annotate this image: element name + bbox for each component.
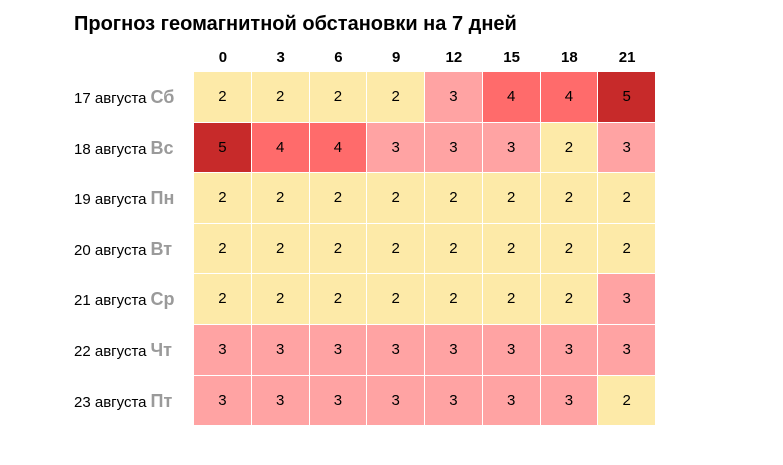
heatmap-cell: 2 [367, 72, 424, 122]
row-weekday: Сб [150, 87, 175, 107]
row-date: 17 августа [74, 90, 147, 107]
heatmap-cell: 4 [482, 72, 540, 122]
heatmap-cell: 2 [194, 223, 251, 274]
row-label: 22 августа Чт [74, 325, 172, 376]
row-weekday: Вс [150, 137, 174, 158]
row-date: 21 августа [74, 292, 147, 310]
heatmap-cell: 2 [251, 274, 309, 324]
row-date: 23 августа [74, 393, 147, 411]
row-label: 17 августа Сб [74, 72, 174, 123]
heatmap-cell: 2 [598, 375, 655, 426]
heatmap-cell: 2 [482, 223, 540, 274]
heatmap-cell: 3 [425, 72, 482, 122]
row-date: 22 августа [74, 343, 147, 360]
column-header: 15 [503, 49, 520, 66]
heatmap-cell: 3 [309, 325, 367, 375]
row-label: 23 августа Пт [74, 376, 172, 427]
heatmap-cell: 3 [540, 325, 598, 375]
row-weekday: Вт [150, 238, 173, 259]
heatmap-cell: 2 [309, 274, 367, 324]
heatmap-cell: 2 [598, 173, 655, 223]
heatmap-cell: 3 [598, 274, 655, 324]
column-header: 0 [218, 49, 228, 66]
heatmap-cell: 3 [309, 375, 367, 426]
row-label: 21 августа Ср [74, 274, 175, 325]
heatmap-cell: 2 [309, 223, 367, 274]
heatmap-cell: 2 [309, 173, 367, 223]
heatmap-cell: 2 [309, 72, 367, 122]
heatmap-cell: 3 [598, 325, 655, 375]
heatmap-cell: 3 [367, 122, 424, 173]
row-weekday: Чт [150, 340, 172, 360]
heatmap-cell: 5 [598, 72, 655, 122]
column-header: 3 [276, 49, 285, 66]
heatmap-cell: 4 [540, 72, 598, 122]
heatmap-cell: 2 [194, 274, 251, 324]
heatmap-cell: 2 [194, 173, 251, 223]
heatmap-cell: 2 [540, 223, 598, 274]
heatmap-cell: 2 [425, 173, 482, 223]
heatmap-cell: 3 [194, 375, 251, 426]
row-label: 19 августа Пн [74, 173, 174, 224]
heatmap-cell: 2 [367, 274, 424, 324]
column-header: 21 [618, 49, 636, 66]
heatmap-cell: 3 [194, 325, 251, 375]
column-header: 9 [391, 49, 401, 66]
heatmap-cell: 2 [598, 223, 655, 274]
heatmap-cell: 3 [482, 122, 540, 173]
heatmap-cell: 3 [425, 122, 482, 173]
heatmap-cell: 2 [251, 223, 309, 274]
heatmap-cell: 3 [540, 375, 598, 426]
heatmap-cell: 2 [482, 173, 540, 223]
heatmap-cell: 3 [367, 325, 424, 375]
heatmap-cell: 2 [367, 173, 424, 223]
row-date: 20 августа [74, 241, 147, 259]
heatmap-cell: 2 [540, 274, 598, 324]
heatmap-cell: 3 [482, 375, 540, 426]
heatmap-cell: 2 [251, 173, 309, 223]
heatmap-cell: 3 [367, 375, 424, 426]
chart-title: Прогноз геомагнитной обстановки на 7 дне… [74, 13, 517, 35]
heatmap-cell: 3 [425, 375, 482, 426]
column-header: 18 [561, 49, 578, 66]
heatmap-cell: 3 [425, 325, 482, 375]
row-weekday: Ср [150, 289, 175, 310]
heatmap-cell: 2 [540, 122, 598, 173]
heatmap-cell: 3 [251, 325, 309, 375]
heatmap-cell: 4 [309, 122, 367, 173]
heatmap-cell: 2 [194, 72, 251, 122]
heatmap-cell: 2 [540, 173, 598, 223]
heatmap-cell: 2 [251, 72, 309, 122]
row-label: 18 августа Вс [74, 123, 174, 174]
row-weekday: Пт [150, 390, 173, 411]
row-date: 19 августа [74, 191, 147, 209]
row-label: 20 августа Вт [74, 224, 172, 275]
heatmap-cell: 2 [425, 274, 482, 324]
heatmap-cell: 2 [482, 274, 540, 324]
row-date: 18 августа [74, 140, 147, 158]
heatmap-cell: 5 [194, 122, 251, 173]
heatmap-cell: 2 [425, 223, 482, 274]
heatmap-cell: 3 [598, 122, 655, 173]
heatmap-cell: 4 [251, 122, 309, 173]
column-header: 6 [334, 49, 343, 66]
heatmap-cell: 3 [251, 375, 309, 426]
column-header: 12 [445, 49, 463, 66]
heatmap-cell: 2 [367, 223, 424, 274]
heatmap-cell: 3 [482, 325, 540, 375]
row-weekday: Пн [150, 188, 175, 209]
